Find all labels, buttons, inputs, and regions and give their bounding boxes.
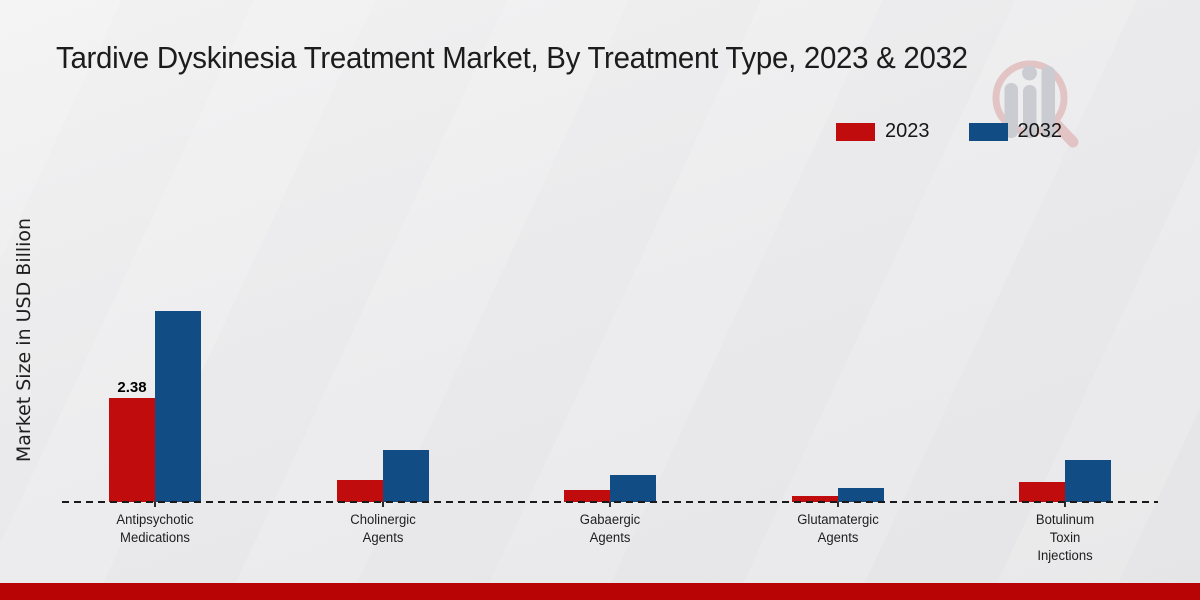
bar-value-label-2023-antipsychotic-medications: 2.38 [117, 379, 147, 396]
category-label-glutamatergic-agents: Glutamatergic Agents [796, 512, 879, 545]
x-tick-cholinergic-agents [381, 502, 384, 507]
legend-swatch-2032 [968, 122, 1008, 141]
x-tick-gabaergic-agents [609, 502, 611, 507]
magnifier-bar-chart-watermark-icon [992, 60, 1079, 148]
category-label-cholinergic-agents: Cholinergic Agents [349, 512, 416, 545]
bar-2032-cholinergic-agents [382, 450, 429, 502]
bar-2023-gabaergic-agents [564, 490, 610, 502]
x-tick-botulinum-toxin-injections [1064, 502, 1066, 507]
bar-2023-antipsychotic-medications [109, 398, 155, 502]
category-label-antipsychotic-medications: Antipsychotic Medications [116, 512, 194, 545]
x-tick-antipsychotic-medications [154, 502, 156, 507]
legend-label-2023: 2023 [885, 120, 930, 142]
legend-swatch-2023 [836, 122, 875, 141]
chart-title: Tardive Dyskinesia Treatment Market, By … [56, 40, 968, 75]
bar-2032-gabaergic-agents [610, 475, 656, 502]
bar-2023-botulinum-toxin-injections [1019, 482, 1065, 502]
bar-2032-glutamatergic-agents [837, 488, 884, 502]
category-label-gabaergic-agents: Gabaergic Agents [579, 512, 641, 545]
bar-2032-antipsychotic-medications [155, 311, 201, 502]
x-tick-glutamatergic-agents [836, 502, 839, 507]
bar-2023-glutamatergic-agents [791, 496, 838, 502]
legend: 2023 2032 [836, 120, 1062, 143]
bar-2023-cholinergic-agents [336, 480, 383, 502]
footer-accent-bar [0, 583, 1200, 600]
zero-baseline [62, 501, 1158, 503]
legend-label-2032: 2032 [1017, 120, 1063, 142]
bar-2032-botulinum-toxin-injections [1065, 460, 1111, 502]
category-label-botulinum-toxin-injections: Botulinum Toxin Injections [1035, 512, 1095, 563]
